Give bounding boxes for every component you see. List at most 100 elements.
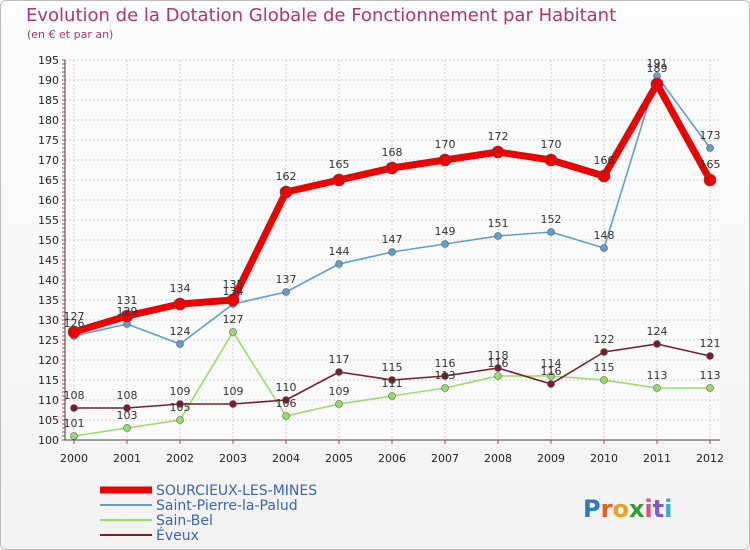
y-tick-label: 150: [38, 234, 59, 247]
data-label-sain-bel: 109: [329, 385, 350, 398]
data-label-saint-pierre-la-palud: 191: [647, 57, 668, 70]
data-point--veux: [706, 352, 714, 360]
y-tick-label: 155: [38, 214, 59, 227]
data-label--veux: 122: [594, 333, 615, 346]
data-label-saint-pierre-la-palud: 129: [117, 305, 138, 318]
x-tick-label: 2001: [113, 452, 141, 465]
logo-letter: t: [653, 495, 664, 523]
data-point--veux: [123, 404, 131, 412]
logo-letter: o: [612, 495, 629, 523]
data-point-sain-bel: [706, 384, 714, 392]
data-point--veux: [494, 364, 502, 372]
chart-title: Evolution de la Dotation Globale de Fonc…: [26, 5, 616, 26]
data-point-sourcieux-les-mines: [120, 309, 134, 323]
data-point-sourcieux-les-mines: [703, 173, 717, 187]
data-point-saint-pierre-la-palud: [706, 144, 714, 152]
x-tick-label: 2004: [272, 452, 300, 465]
data-point--veux: [70, 404, 78, 412]
data-label-sain-bel: 113: [647, 369, 668, 382]
data-point-sain-bel: [653, 384, 661, 392]
x-tick-label: 2000: [60, 452, 88, 465]
data-label-sain-bel: 114: [541, 357, 562, 370]
data-label--veux: 118: [488, 349, 509, 362]
y-tick-label: 110: [38, 394, 59, 407]
data-point-sourcieux-les-mines: [173, 297, 187, 311]
proxiti-logo: Proxiti: [583, 495, 672, 523]
data-point-saint-pierre-la-palud: [282, 288, 290, 296]
data-label--veux: 124: [647, 325, 668, 338]
data-point-sourcieux-les-mines: [597, 169, 611, 183]
data-label-saint-pierre-la-palud: 151: [488, 217, 509, 230]
data-label--veux: 109: [170, 385, 191, 398]
data-label-sain-bel: 113: [700, 369, 721, 382]
legend-label--veux: Éveux: [156, 527, 199, 544]
data-point-saint-pierre-la-palud: [494, 232, 502, 240]
data-label-saint-pierre-la-palud: 137: [276, 273, 297, 286]
data-label--veux: 117: [329, 353, 350, 366]
data-point-sain-bel: [229, 328, 237, 336]
data-point--veux: [653, 340, 661, 348]
logo-letter: r: [601, 495, 613, 523]
data-label-sain-bel: 101: [64, 417, 85, 430]
y-tick-label: 140: [38, 274, 59, 287]
data-point-saint-pierre-la-palud: [547, 228, 555, 236]
data-label-sain-bel: 113: [435, 369, 456, 382]
x-tick-label: 2006: [378, 452, 406, 465]
data-label-sourcieux-les-mines: 135: [223, 278, 244, 291]
data-point-sain-bel: [335, 400, 343, 408]
y-tick-label: 170: [38, 154, 59, 167]
data-point-sourcieux-les-mines: [226, 293, 240, 307]
data-label--veux: 110: [276, 381, 297, 394]
data-label-saint-pierre-la-palud: 134: [223, 285, 244, 298]
data-point-sain-bel: [600, 376, 608, 384]
data-label-sain-bel: 116: [488, 357, 509, 370]
data-point-sourcieux-les-mines: [544, 153, 558, 167]
data-label-sain-bel: 111: [382, 377, 403, 390]
y-tick-label: 125: [38, 334, 59, 347]
data-label-saint-pierre-la-palud: 144: [329, 245, 350, 258]
data-label-sourcieux-les-mines: 168: [382, 146, 403, 159]
data-label-sourcieux-les-mines: 189: [647, 62, 668, 75]
logo-letter: i: [644, 495, 652, 523]
y-tick-label: 175: [38, 134, 59, 147]
data-label-sain-bel: 103: [117, 409, 138, 422]
data-label-sourcieux-les-mines: 127: [64, 310, 85, 323]
data-point-saint-pierre-la-palud: [600, 244, 608, 252]
y-tick-label: 100: [38, 434, 59, 447]
data-point-sourcieux-les-mines: [438, 153, 452, 167]
data-label-sain-bel: 105: [170, 401, 191, 414]
data-label-saint-pierre-la-palud: 152: [541, 213, 562, 226]
data-label--veux: 115: [382, 361, 403, 374]
data-point-saint-pierre-la-palud: [335, 260, 343, 268]
data-point--veux: [388, 376, 396, 384]
y-tick-label: 190: [38, 74, 59, 87]
data-label-sourcieux-les-mines: 165: [329, 158, 350, 171]
data-label-sourcieux-les-mines: 166: [594, 154, 615, 167]
y-tick-label: 145: [38, 254, 59, 267]
data-label-sain-bel: 106: [276, 397, 297, 410]
x-tick-label: 2011: [643, 452, 671, 465]
y-tick-label: 130: [38, 314, 59, 327]
data-label-sain-bel: 127: [223, 313, 244, 326]
data-point--veux: [335, 368, 343, 376]
x-tick-label: 2008: [484, 452, 512, 465]
y-tick-label: 120: [38, 354, 59, 367]
x-tick-label: 2005: [325, 452, 353, 465]
data-point--veux: [176, 400, 184, 408]
x-tick-label: 2009: [537, 452, 565, 465]
data-label-sourcieux-les-mines: 170: [541, 138, 562, 151]
data-label-saint-pierre-la-palud: 173: [700, 129, 721, 142]
data-point-sourcieux-les-mines: [279, 185, 293, 199]
data-label-saint-pierre-la-palud: 147: [382, 233, 403, 246]
x-tick-label: 2007: [431, 452, 459, 465]
y-tick-label: 135: [38, 294, 59, 307]
data-label--veux: 116: [435, 357, 456, 370]
data-label-sourcieux-les-mines: 162: [276, 170, 297, 183]
data-label--veux: 108: [64, 389, 85, 402]
logo-letter: P: [583, 495, 601, 523]
data-point--veux: [282, 396, 290, 404]
legend-label-sourcieux-les-mines: SOURCIEUX-LES-MINES: [156, 483, 317, 499]
data-point-sourcieux-les-mines: [67, 325, 81, 339]
data-point-saint-pierre-la-palud: [441, 240, 449, 248]
